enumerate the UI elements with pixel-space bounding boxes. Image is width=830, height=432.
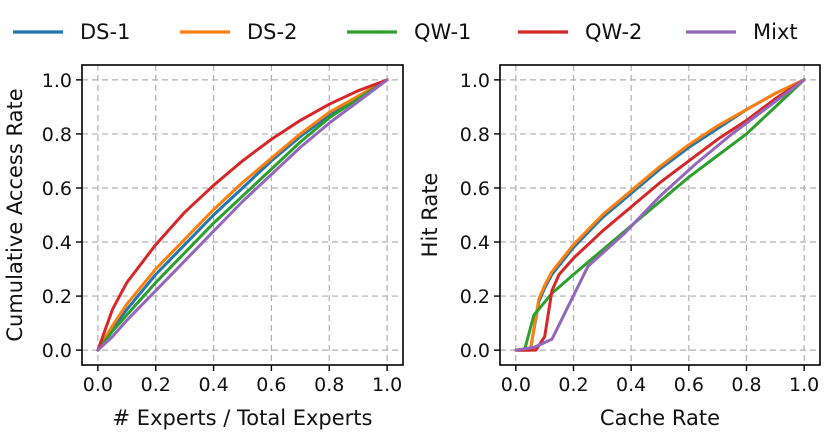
series-line-qw-1 <box>514 78 806 352</box>
x-tick-label: 0.0 <box>501 374 531 396</box>
legend-item-qw-1: QW-1 <box>347 20 471 44</box>
y-tick-label: 0.2 <box>42 286 72 308</box>
series-line-qw-2 <box>96 78 389 352</box>
legend-label: Mixt <box>753 20 798 44</box>
y-tick-label: 0.0 <box>460 340 490 362</box>
series-line-ds-2 <box>514 78 806 352</box>
series-group <box>96 78 389 352</box>
series-line-ds-2 <box>96 78 389 352</box>
x-tick-label: 1.0 <box>789 374 819 396</box>
y-tick-label: 0.4 <box>42 232 72 254</box>
y-axis-label: Hit Rate <box>418 173 442 258</box>
legend-item-ds-2: DS-2 <box>180 20 297 44</box>
grid <box>82 65 403 365</box>
ticks: 0.0 0.2 0.4 0.6 0.8 1.0 0.0 0.2 0.4 0.6 0.8 1.0 <box>460 70 819 396</box>
y-tick-label: 0.6 <box>42 178 72 200</box>
y-axis-label: Cumulative Access Rate <box>3 88 27 341</box>
axes-frame <box>81 64 404 366</box>
series-line-mixt <box>96 78 389 352</box>
legend: DS-1 DS-2 QW-1 QW-2 Mixt <box>13 20 798 44</box>
x-tick-label: 0.0 <box>83 374 113 396</box>
legend-item-mixt: Mixt <box>686 20 798 44</box>
legend-item-qw-2: QW-2 <box>518 20 642 44</box>
x-tick-label: 0.2 <box>558 374 588 396</box>
legend-label: QW-1 <box>414 20 471 44</box>
y-tick-label: 1.0 <box>460 70 490 92</box>
legend-label: QW-2 <box>585 20 642 44</box>
x-axis-label: Cache Rate <box>600 406 720 430</box>
y-tick-label: 0.8 <box>42 124 72 146</box>
series-line-ds-1 <box>96 78 389 352</box>
hit-rate-chart: 0.0 0.2 0.4 0.6 0.8 1.0 0.0 0.2 0.4 0.6 0.8 1.0 Cach… <box>418 64 821 430</box>
ticks: 0.0 0.2 0.4 0.6 0.8 1.0 0.0 0.2 0.4 0.6 0.8 1.0 <box>42 70 402 396</box>
x-tick-label: 0.6 <box>674 374 704 396</box>
x-axis-label: # Experts / Total Experts <box>113 406 373 430</box>
x-tick-label: 0.8 <box>731 374 761 396</box>
x-tick-label: 0.4 <box>198 374 228 396</box>
y-tick-label: 0.2 <box>460 286 490 308</box>
legend-label: DS-1 <box>80 20 130 44</box>
grid <box>500 65 820 365</box>
x-tick-label: 0.8 <box>314 374 344 396</box>
series-line-mixt <box>514 78 806 352</box>
x-tick-label: 0.2 <box>141 374 171 396</box>
x-tick-label: 0.4 <box>616 374 646 396</box>
cumulative-access-chart: 0.0 0.2 0.4 0.6 0.8 1.0 0.0 0.2 0.4 0.6 0.8 1.0 # Ex… <box>3 64 404 430</box>
legend-label: DS-2 <box>247 20 297 44</box>
axes-frame <box>499 64 821 366</box>
x-tick-label: 1.0 <box>372 374 402 396</box>
series-line-qw-1 <box>96 78 389 352</box>
y-tick-label: 1.0 <box>42 70 72 92</box>
y-tick-label: 0.8 <box>460 124 490 146</box>
y-tick-label: 0.4 <box>460 232 490 254</box>
series-group <box>514 78 806 352</box>
legend-item-ds-1: DS-1 <box>13 20 130 44</box>
y-tick-label: 0.6 <box>460 178 490 200</box>
x-tick-label: 0.6 <box>256 374 286 396</box>
y-tick-label: 0.0 <box>42 340 72 362</box>
